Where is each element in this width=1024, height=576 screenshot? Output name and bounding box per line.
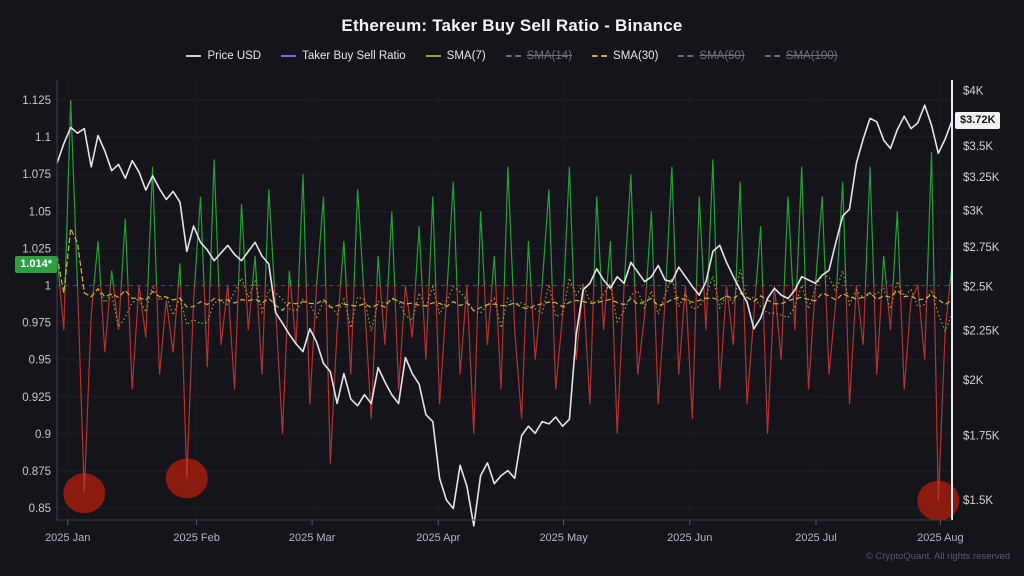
legend-swatch xyxy=(186,55,202,57)
legend-item-taker-buy-sell-ratio[interactable]: Taker Buy Sell Ratio xyxy=(281,50,406,62)
x-axis-tick-label: 2025 Mar xyxy=(289,532,336,544)
legend-item-sma-7-[interactable]: SMA(7) xyxy=(425,50,486,62)
legend-item-sma-14-[interactable]: SMA(14) xyxy=(505,50,573,62)
right-axis-tick-label: $2.75K xyxy=(963,242,1000,254)
left-axis-tick-label: 0.875 xyxy=(22,466,51,478)
legend-item-sma-30-[interactable]: SMA(30) xyxy=(592,50,658,62)
ratio-line-below xyxy=(59,285,951,501)
legend-swatch xyxy=(281,55,297,57)
left-axis-tick-label: 1 xyxy=(45,281,51,293)
left-axis-tick-label: 0.95 xyxy=(29,355,51,367)
x-axis-tick-label: 2025 Apr xyxy=(416,532,460,544)
x-axis-tick-label: 2025 Aug xyxy=(917,532,964,544)
chart-title: Ethereum: Taker Buy Sell Ratio - Binance xyxy=(341,16,683,35)
current-ratio-badge: 1.014* xyxy=(15,256,57,274)
x-axis-tick-label: 2025 Jan xyxy=(45,532,90,544)
x-axis-tick-label: 2025 Feb xyxy=(173,532,219,544)
x-axis-tick-label: 2025 Jun xyxy=(667,532,712,544)
right-axis-tick-label: $3K xyxy=(963,206,984,218)
legend-label: Taker Buy Sell Ratio xyxy=(302,50,406,62)
sma-7--line xyxy=(56,226,953,333)
left-axis-tick-label: 0.85 xyxy=(29,503,51,515)
right-axis-tick-label: $2.5K xyxy=(963,282,993,294)
x-axis-tick-label: 2025 Jul xyxy=(795,532,837,544)
right-axis-tick-label: $2K xyxy=(963,375,984,387)
chart-legend: Price USD Taker Buy Sell Ratio SMA(7) SMA(1… xyxy=(0,50,1024,62)
legend-label: SMA(14) xyxy=(526,50,573,62)
legend-swatch xyxy=(764,55,780,57)
left-axis-tick-label: 1.05 xyxy=(29,206,51,218)
sma-30--line xyxy=(56,226,953,312)
price-line xyxy=(56,104,953,527)
x-axis-tick-label: 2025 May xyxy=(539,532,588,544)
right-axis-tick-label: $1.75K xyxy=(963,431,1000,443)
legend-label: SMA(30) xyxy=(613,50,659,62)
left-axis-tick-label: 1.125 xyxy=(22,95,51,107)
right-axis-tick-label: $3.5K xyxy=(963,141,993,153)
legend-swatch xyxy=(425,55,441,57)
legend-item-sma-100-[interactable]: SMA(100) xyxy=(764,50,838,62)
legend-swatch xyxy=(678,55,694,57)
legend-label: SMA(7) xyxy=(446,50,486,62)
left-axis-tick-label: 1.075 xyxy=(22,169,51,181)
ratio-line-above xyxy=(57,99,952,286)
left-axis-tick-label: 1.025 xyxy=(22,243,51,255)
right-axis-tick-label: $2.25K xyxy=(963,326,1000,338)
legend-swatch xyxy=(505,55,521,57)
right-axis-tick-label: $3.25K xyxy=(963,172,1000,184)
legend-label: SMA(50) xyxy=(699,50,745,62)
left-axis-tick-label: 1.1 xyxy=(35,132,51,144)
right-axis-tick-label: $4K xyxy=(963,85,984,97)
left-axis-tick-label: 0.925 xyxy=(22,392,51,404)
cryptoquant-watermark: © CryptoQuant. All rights reserved xyxy=(865,551,1010,562)
legend-label: Price USD xyxy=(207,50,262,62)
left-axis-tick-label: 0.975 xyxy=(22,318,51,330)
legend-item-sma-50-[interactable]: SMA(50) xyxy=(678,50,745,62)
left-axis-tick-label: 0.9 xyxy=(35,429,51,441)
legend-label: SMA(100) xyxy=(785,50,838,62)
right-axis-tick-label: $1.5K xyxy=(963,495,993,507)
current-price-badge: $3.72K xyxy=(955,112,1001,130)
legend-item-price-usd[interactable]: Price USD xyxy=(186,50,261,62)
legend-swatch xyxy=(592,55,608,57)
